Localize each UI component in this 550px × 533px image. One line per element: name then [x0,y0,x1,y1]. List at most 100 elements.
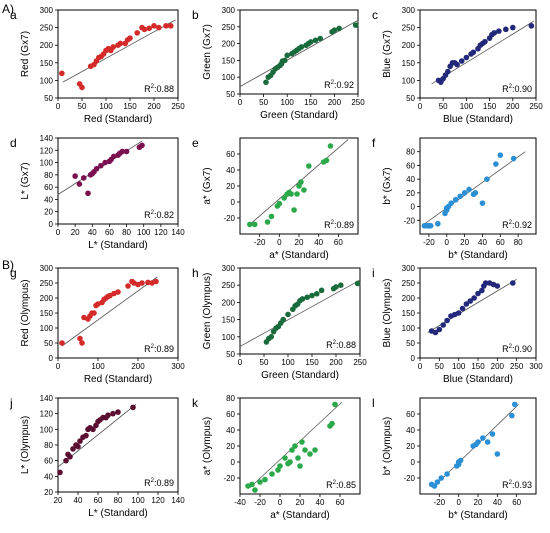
x-tick-label: 0 [277,238,282,247]
data-point [151,23,157,29]
panel-i: 0 50 100 150 200 250 300 0 50 100 150 200 250 300 i Blu… [372,264,543,385]
x-tick-label: 150 [483,102,497,111]
data-point [252,487,258,493]
data-point [489,431,496,437]
x-tick-label: 120 [151,496,165,505]
data-point [284,52,291,59]
data-point [302,447,308,453]
x-tick-label: 50 [435,362,444,371]
data-point [463,301,470,307]
x-tick-label: 100 [281,98,295,107]
r-squared-value: :0.89 [154,478,174,488]
data-point [59,340,65,346]
y-tick-label: 140 [40,394,54,403]
data-point [484,439,491,445]
y-tick-label: 200 [222,40,236,49]
data-point [482,280,489,286]
panel-letter: k [192,396,199,410]
panel-letter: f [372,136,376,150]
y-tick-label: -20 [223,474,235,483]
data-point [115,289,121,295]
y-tick-label: 100 [40,159,54,168]
y-tick-label: 150 [40,59,54,68]
x-tick-label: 80 [114,496,123,505]
y-tick-label: 200 [402,41,416,50]
data-point [288,191,294,197]
data-point [295,455,301,461]
data-point [445,68,451,75]
data-point [76,181,83,187]
data-point [63,457,69,464]
x-tick-label: 0 [56,228,61,237]
y-axis-label: b* (Gx7) [382,167,393,204]
x-tick-label: 40 [478,238,487,247]
y-tick-label: 20 [406,442,415,451]
data-point [268,213,275,220]
r-squared-value: :0.90 [512,84,532,94]
y-tick-label: 40 [406,175,415,184]
data-point [281,195,288,201]
x-tick-label: -20 [434,498,446,507]
y-tick-label: 60 [226,410,235,419]
r-squared-value: :0.88 [154,84,174,94]
x-tick-label: 300 [171,362,185,371]
x-tick-label: 0 [456,498,461,507]
y-tick-label: 140 [40,134,54,143]
data-point [294,191,300,197]
x-tick-label: 0 [56,362,61,371]
x-axis-label: L* (Standard) [88,508,147,519]
r-squared-value: :0.89 [154,344,174,354]
x-tick-label: 0 [418,362,423,371]
x-tick-label: 200 [147,102,161,111]
data-point [282,455,288,461]
data-point [251,221,258,228]
x-tick-label: 150 [304,98,318,107]
data-point [93,165,100,172]
y-tick-label: 300 [40,6,54,15]
data-point [312,37,319,44]
y-tick-label: 100 [40,425,54,434]
data-point [472,190,479,196]
y-tick-label: 300 [40,264,54,273]
y-tick-label: 100 [222,73,236,82]
data-point [257,479,263,485]
y-tick-label: 40 [406,426,415,435]
panel-g: 0 100 200 300 0 50 100 150 200 250 300 g Red (Standa… [10,264,185,385]
data-point [452,196,459,203]
y-tick-label: 250 [40,279,54,288]
data-point [287,459,293,465]
plot-frame [419,137,537,235]
x-axis-label: Green (Standard) [261,370,339,381]
r-squared-label: R2:0.89 [144,344,174,354]
y-tick-label: -20 [223,214,235,223]
data-point [247,221,253,228]
x-tick-label: 60 [336,498,345,507]
x-tick-label: 50 [78,102,87,111]
data-point [264,219,271,225]
data-point [282,57,288,64]
y-tick-label: 300 [402,264,416,273]
data-point [304,294,311,301]
y-tick-label: 150 [222,316,236,325]
x-tick-label: 100 [452,362,466,371]
data-point [119,148,126,155]
y-tick-label: 0 [231,198,236,207]
data-point [312,447,318,453]
r-squared-value: :0.92 [512,220,532,230]
x-tick-label: 250 [529,102,543,111]
x-tick-label: 200 [506,102,520,111]
data-point [308,39,314,45]
x-tick-label: 50 [259,98,268,107]
x-tick-label: 140 [171,228,185,237]
x-tick-label: 60 [496,238,505,247]
data-point [457,193,463,200]
y-tick-label: 50 [406,94,415,103]
data-point [105,412,111,419]
data-point [461,190,468,196]
data-point [59,70,65,77]
data-point [110,153,117,160]
y-axis-label: a* (Gx7) [202,167,213,204]
data-point [139,280,145,286]
